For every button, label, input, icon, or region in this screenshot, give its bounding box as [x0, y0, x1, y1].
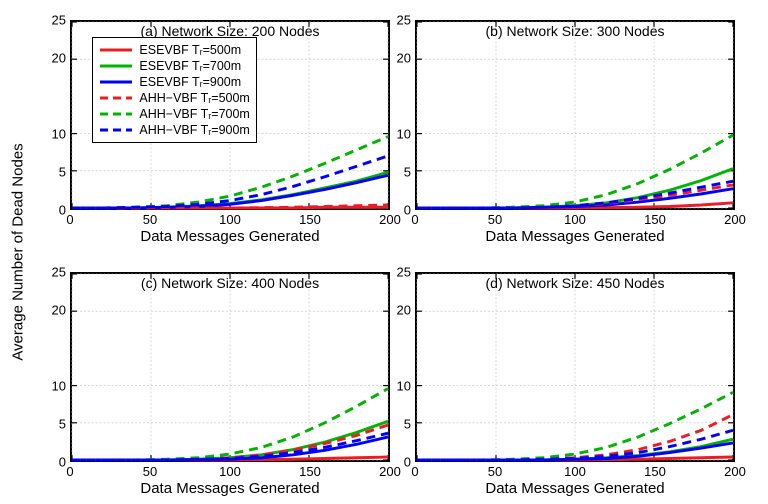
subplot-c: 05102025050100150200(c) Network Size: 40…: [70, 272, 390, 462]
subplot-d: 05102025050100150200(d) Network Size: 45…: [415, 272, 735, 462]
subplot-title: (b) Network Size: 300 Nodes: [486, 23, 665, 39]
legend-swatch-icon: [99, 75, 133, 89]
xtick-label: 0: [66, 462, 73, 479]
x-axis-label: Data Messages Generated: [485, 480, 664, 497]
xtick-label: 200: [379, 210, 401, 227]
ytick-label: 10: [52, 379, 70, 394]
xtick-label: 50: [488, 210, 502, 227]
legend-swatch-icon: [99, 91, 133, 105]
ytick-label: 10: [397, 379, 415, 394]
figure: Average Number of Dead Nodes 05102025050…: [0, 0, 768, 504]
legend-label: ESEVBF Tᵣ=500m: [139, 42, 241, 58]
ytick-label: 20: [397, 51, 415, 66]
legend-label: AHH−VBF Tᵣ=700m: [139, 106, 249, 122]
xtick-label: 0: [411, 462, 418, 479]
legend-label: ESEVBF Tᵣ=900m: [139, 74, 241, 90]
series-line: [72, 172, 388, 208]
xtick-label: 200: [379, 462, 401, 479]
y-axis-label: Average Number of Dead Nodes: [10, 143, 27, 360]
xtick-label: 100: [564, 462, 586, 479]
ytick-label: 5: [404, 417, 415, 432]
ytick-label: 10: [52, 127, 70, 142]
legend-swatch-icon: [99, 107, 133, 121]
xtick-label: 100: [219, 210, 241, 227]
legend-entry: AHH−VBF Tᵣ=700m: [99, 106, 249, 122]
ytick-label: 25: [397, 265, 415, 280]
legend-entry: ESEVBF Tᵣ=900m: [99, 74, 249, 90]
xtick-label: 150: [644, 210, 666, 227]
xtick-label: 100: [219, 462, 241, 479]
xtick-label: 150: [644, 462, 666, 479]
legend-entry: AHH−VBF Tᵣ=900m: [99, 122, 249, 138]
legend-entry: ESEVBF Tᵣ=500m: [99, 42, 249, 58]
ytick-label: 20: [52, 51, 70, 66]
x-axis-label: Data Messages Generated: [485, 228, 664, 245]
xtick-label: 200: [724, 462, 746, 479]
plot-area: [70, 272, 390, 462]
ytick-label: 5: [59, 165, 70, 180]
xtick-label: 150: [299, 462, 321, 479]
x-axis-label: Data Messages Generated: [140, 228, 319, 245]
legend-entry: ESEVBF Tᵣ=700m: [99, 58, 249, 74]
ytick-label: 10: [397, 127, 415, 142]
ytick-label: 20: [52, 303, 70, 318]
ytick-label: 25: [52, 13, 70, 28]
ytick-label: 5: [59, 417, 70, 432]
legend-swatch-icon: [99, 123, 133, 137]
legend-entry: AHH−VBF Tᵣ=500m: [99, 90, 249, 106]
xtick-label: 0: [66, 210, 73, 227]
legend-swatch-icon: [99, 43, 133, 57]
xtick-label: 50: [143, 462, 157, 479]
legend-label: ESEVBF Tᵣ=700m: [139, 58, 241, 74]
xtick-label: 50: [488, 462, 502, 479]
xtick-label: 100: [564, 210, 586, 227]
series-line: [417, 415, 733, 460]
ytick-label: 25: [397, 13, 415, 28]
xtick-label: 0: [411, 210, 418, 227]
subplot-a: 05102025050100150200(a) Network Size: 20…: [70, 20, 390, 210]
legend-label: AHH−VBF Tᵣ=900m: [139, 122, 249, 138]
subplot-b: 05102025050100150200(b) Network Size: 30…: [415, 20, 735, 210]
ytick-label: 25: [52, 265, 70, 280]
legend: ESEVBF Tᵣ=500mESEVBF Tᵣ=700mESEVBF Tᵣ=90…: [92, 37, 256, 143]
ytick-label: 5: [404, 165, 415, 180]
subplot-title: (c) Network Size: 400 Nodes: [141, 275, 319, 291]
subplot-title: (d) Network Size: 450 Nodes: [486, 275, 665, 291]
plot-area: [415, 20, 735, 210]
ytick-label: 20: [397, 303, 415, 318]
xtick-label: 200: [724, 210, 746, 227]
xtick-label: 150: [299, 210, 321, 227]
x-axis-label: Data Messages Generated: [140, 480, 319, 497]
plot-area: [415, 272, 735, 462]
xtick-label: 50: [143, 210, 157, 227]
legend-swatch-icon: [99, 59, 133, 73]
legend-label: AHH−VBF Tᵣ=500m: [139, 90, 249, 106]
